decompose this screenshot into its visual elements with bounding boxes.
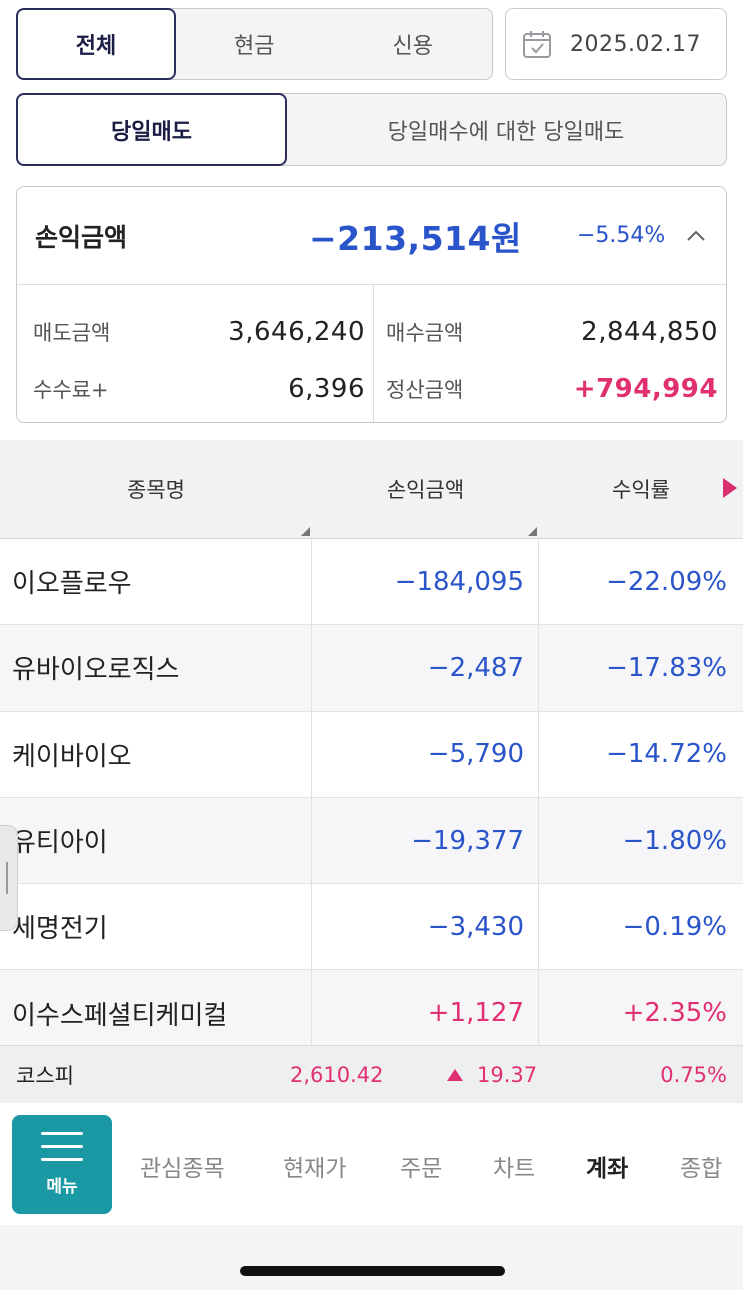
table-row[interactable]: 유바이오로직스 −2,487 −17.83% (0, 625, 743, 712)
fee-value: 6,396 (288, 373, 365, 404)
sell-amount-label: 매도금액 (33, 320, 111, 345)
stock-name: 케이바이오 (0, 711, 312, 797)
sell-amount-value: 3,646,240 (228, 316, 365, 347)
calendar-icon (523, 31, 551, 58)
buy-amount-value: 2,844,850 (581, 316, 718, 347)
trade-type-segment: 당일매도 당일매수에 대한 당일매도 (16, 93, 727, 166)
profit-rate: −5.54% (577, 223, 666, 248)
nav-item-overview[interactable]: 종합 (680, 1156, 723, 1182)
stock-name: 이수스페셜티케미컬 (0, 970, 312, 1056)
up-arrow-icon (447, 1069, 463, 1081)
sort-icon (528, 527, 537, 536)
table-row[interactable]: 유티아이 −19,377 −1.80% (0, 797, 743, 885)
table-row[interactable]: 세명전기 −3,430 −0.19% (0, 884, 743, 971)
stock-rate: −14.72% (606, 739, 727, 770)
profit-summary-card: 손익금액 −213,514원 −5.54% 매도금액 3,646,240 수수료… (16, 186, 727, 423)
stock-pl: −2,487 (312, 625, 539, 711)
date-picker[interactable]: 2025.02.17 (505, 8, 727, 80)
stock-name: 세명전기 (0, 884, 312, 970)
column-header-pl[interactable]: 손익금액 (312, 440, 539, 538)
tab-all[interactable]: 전체 (16, 8, 176, 80)
tab-same-day-buy-sell[interactable]: 당일매수에 대한 당일매도 (387, 119, 625, 145)
settle-amount-label: 정산금액 (386, 377, 464, 402)
column-header-rate[interactable]: 수익률 (539, 440, 743, 538)
table-row[interactable]: 케이바이오 −5,790 −14.72% (0, 711, 743, 798)
home-indicator[interactable] (240, 1266, 505, 1276)
table-row[interactable]: 이수스페셜티케미컬 +1,127 +2.35% (0, 970, 743, 1057)
stock-pl: −5,790 (312, 711, 539, 797)
header-label: 손익금액 (386, 478, 465, 502)
column-header-name[interactable]: 종목명 (0, 440, 312, 538)
sort-icon (301, 527, 310, 536)
stock-name: 이오플로우 (0, 539, 312, 625)
index-rate: 0.75% (660, 1062, 727, 1087)
tab-same-day-sell[interactable]: 당일매도 (16, 93, 287, 166)
account-type-segment: 전체 현금 신용 (16, 8, 493, 80)
nav-item-quote[interactable]: 현재가 (283, 1156, 347, 1182)
buy-amount-label: 매수금액 (386, 320, 464, 345)
menu-button[interactable]: 메뉴 (12, 1115, 112, 1214)
stock-rate: −0.19% (622, 911, 727, 942)
settle-amount-value: +794,994 (573, 373, 718, 404)
header-label: 종목명 (127, 478, 185, 502)
summary-title: 손익금액 (35, 222, 128, 252)
nav-item-watchlist[interactable]: 관심종목 (140, 1156, 225, 1182)
stock-pl: −3,430 (312, 884, 539, 970)
side-drawer-handle[interactable] (0, 825, 18, 931)
index-value: 2,610.42 (290, 1062, 384, 1087)
menu-label: 메뉴 (46, 1177, 78, 1197)
date-value: 2025.02.17 (570, 31, 701, 57)
stock-name: 유바이오로직스 (0, 625, 312, 711)
index-change: 19.37 (477, 1062, 538, 1087)
index-name: 코스피 (16, 1063, 74, 1088)
stock-pl: −19,377 (312, 797, 539, 884)
stock-rate: +2.35% (622, 998, 727, 1029)
stock-pl: +1,127 (312, 970, 539, 1056)
summary-header: 손익금액 −213,514원 −5.54% (17, 187, 726, 285)
table-row[interactable]: 이오플로우 −184,095 −22.09% (0, 539, 743, 626)
chevron-up-icon[interactable] (685, 225, 707, 247)
stock-list: 이오플로우 −184,095 −22.09% 유바이오로직스 −2,487 −17.83%… (0, 539, 743, 1057)
bottom-nav: 메뉴 관심종목 현재가 주문 차트 계좌 종합 (0, 1103, 743, 1225)
header-label: 수익률 (612, 478, 670, 502)
stock-rate: −17.83% (606, 652, 727, 683)
fee-label: 수수료+ (33, 377, 109, 402)
nav-item-chart[interactable]: 차트 (493, 1156, 536, 1182)
index-ticker[interactable]: 코스피 2,610.42 19.37 0.75% (0, 1045, 743, 1103)
hamburger-icon (41, 1132, 83, 1162)
table-header: 종목명 손익금액 수익률 (0, 440, 743, 539)
bottom-safe-area (0, 1225, 743, 1290)
stock-name: 유티아이 (0, 797, 312, 884)
next-columns-icon[interactable] (723, 478, 737, 498)
nav-item-order[interactable]: 주문 (400, 1156, 443, 1182)
stock-rate: −22.09% (606, 566, 727, 597)
stock-pl: −184,095 (312, 539, 539, 625)
stock-rate: −1.80% (622, 825, 727, 856)
tab-cash[interactable]: 현금 (234, 34, 275, 59)
nav-item-account[interactable]: 계좌 (586, 1156, 629, 1182)
profit-amount: −213,514원 (309, 218, 522, 258)
tab-credit[interactable]: 신용 (392, 34, 433, 59)
